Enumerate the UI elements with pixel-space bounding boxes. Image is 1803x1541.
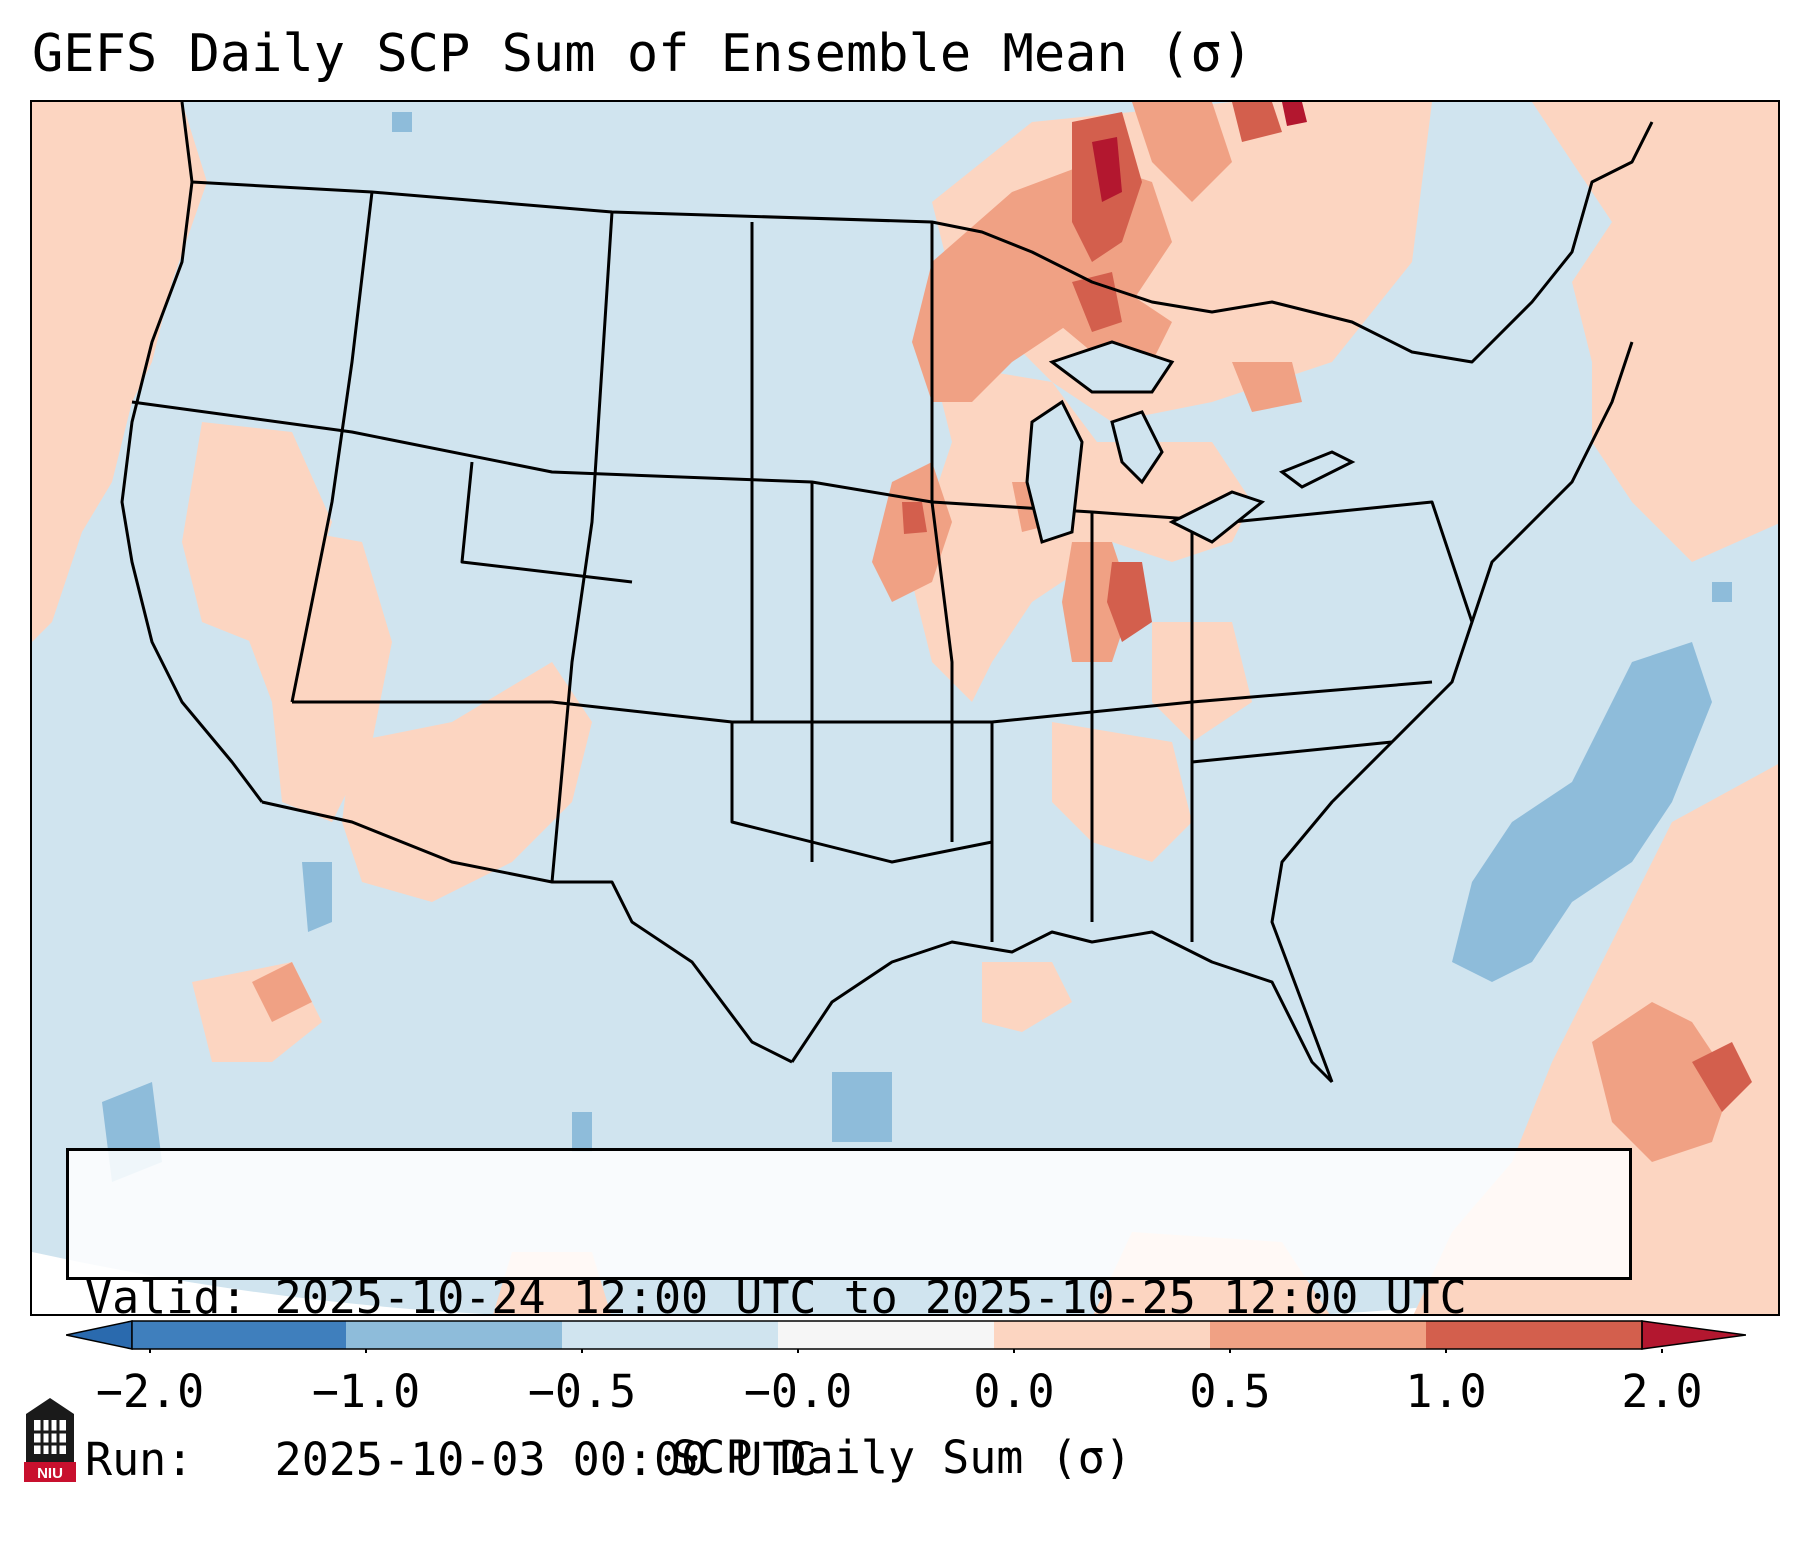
colorbar-extend-high <box>1641 1320 1746 1350</box>
valid-line: Valid: 2025-10-24 12:00 UTC to 2025-10-2… <box>85 1271 1629 1325</box>
colorbar-label: SCP Daily Sum (σ) <box>671 1431 1132 1484</box>
logo-text: NIU <box>37 1465 63 1482</box>
colorbar-extend-low <box>66 1320 133 1350</box>
colorbar-tick-label: −0.5 <box>527 1365 637 1418</box>
colorbar-segment-0 <box>132 1321 346 1349</box>
anomaly-above-2.0 <box>1092 102 1307 202</box>
colorbar-tick-label: −0.0 <box>743 1365 853 1418</box>
run-value: 2025-10-03 00:00 UTC <box>274 1433 817 1486</box>
colorbar-segment-5 <box>1210 1321 1426 1349</box>
colorbar-segment-6 <box>1426 1321 1642 1349</box>
valid-run-info-box: Valid: 2025-10-24 12:00 UTC to 2025-10-2… <box>66 1148 1632 1486</box>
colorbar-segment-4 <box>994 1321 1210 1349</box>
colorbar-outline <box>131 1320 1643 1350</box>
colorbar-tick-label: −1.0 <box>311 1365 421 1418</box>
colorbar <box>66 1320 1746 1353</box>
valid-value: 2025-10-24 12:00 UTC to 2025-10-25 12:00… <box>274 1271 1467 1324</box>
colorbar-segment-2 <box>562 1321 778 1349</box>
anomaly-1.0-2.0 <box>902 102 1752 1112</box>
anomaly-map <box>32 102 1778 1314</box>
colorbar-segment-1 <box>346 1321 562 1349</box>
colorbar-tick-label: −2.0 <box>95 1365 205 1418</box>
niu-building-logo-icon: NIU <box>24 1398 76 1482</box>
projection-edge-left <box>32 1252 485 1314</box>
colorbar-tick-label: 0.5 <box>1189 1365 1271 1418</box>
map-panel <box>30 100 1780 1316</box>
boundaries <box>120 102 1654 1084</box>
chart-title: GEFS Daily SCP Sum of Ensemble Mean (σ) <box>32 24 1253 84</box>
valid-label: Valid: <box>85 1271 248 1324</box>
run-label: Run: <box>85 1433 194 1486</box>
run-line: Run: 2025-10-03 00:00 UTC <box>85 1433 1629 1487</box>
colorbar-tick-label: 0.0 <box>973 1365 1055 1418</box>
anomaly-neg-0.5-1.0 <box>102 112 1732 1182</box>
colorbar-segment-3 <box>778 1321 994 1349</box>
colorbar-tick-label: 1.0 <box>1405 1365 1487 1418</box>
colorbar-tick-label: 2.0 <box>1621 1365 1703 1418</box>
great-lakes <box>1025 340 1356 544</box>
colorbar-ticks <box>149 1349 1663 1353</box>
